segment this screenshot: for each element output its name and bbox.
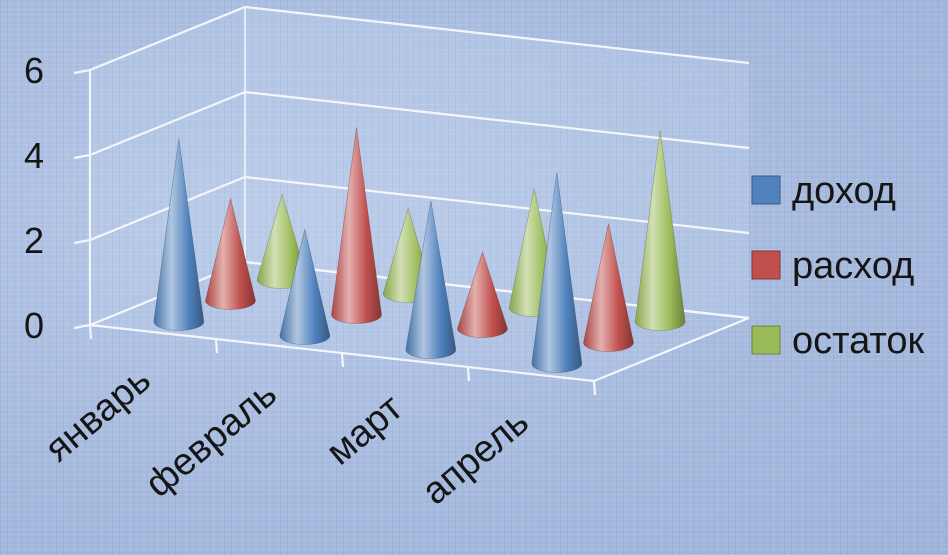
legend-swatch xyxy=(751,175,781,205)
cone-body xyxy=(279,229,331,345)
legend: доход расход остаток xyxy=(751,170,925,362)
legend-label: доход xyxy=(792,170,896,212)
y-tick-label: 0 xyxy=(24,305,44,346)
side-wall xyxy=(90,7,245,325)
cone-body xyxy=(531,172,583,373)
y-tick xyxy=(73,323,91,330)
legend-item: расход xyxy=(751,245,914,287)
y-tick xyxy=(73,153,91,160)
cone-1-0 xyxy=(205,198,256,310)
x-tick xyxy=(214,338,219,354)
cone-body xyxy=(457,251,508,338)
legend-item: остаток xyxy=(751,320,925,362)
cone-body xyxy=(634,130,686,331)
cone-body xyxy=(405,200,457,359)
y-tick xyxy=(73,68,91,75)
cone-1-2 xyxy=(457,251,508,338)
cone-body xyxy=(205,198,256,310)
y-tick-label: 2 xyxy=(24,220,44,261)
cone-0-3 xyxy=(531,172,583,373)
floor-right-edge xyxy=(593,316,750,383)
cones xyxy=(153,127,686,373)
legend-swatch xyxy=(751,250,781,280)
legend-label: расход xyxy=(792,245,914,287)
cone-0-0 xyxy=(153,138,205,331)
x-tick xyxy=(466,366,471,382)
cone-body xyxy=(153,138,205,331)
cone-body xyxy=(331,127,382,324)
legend-item: доход xyxy=(751,170,896,212)
x-category-label: февраль xyxy=(138,373,285,506)
cone-1-3 xyxy=(583,223,634,352)
x-tick xyxy=(340,352,345,368)
cone-0-2 xyxy=(405,200,457,359)
y-tick-label: 4 xyxy=(24,135,44,176)
cone-1-1 xyxy=(331,127,382,324)
x-tick xyxy=(592,380,597,396)
y-tick-label: 6 xyxy=(24,50,44,91)
x-category-label: апрель xyxy=(414,401,537,513)
y-tick xyxy=(73,238,91,245)
legend-label: остаток xyxy=(792,320,925,362)
x-category-label: январь xyxy=(37,359,159,470)
cone-body xyxy=(583,223,634,352)
y-axis-ticks: 0 2 4 6 xyxy=(24,50,91,346)
x-category-label: март xyxy=(319,387,411,474)
cone-0-1 xyxy=(279,229,331,345)
cone-2-3 xyxy=(634,130,686,331)
x-tick xyxy=(88,324,93,340)
legend-swatch xyxy=(751,325,781,355)
